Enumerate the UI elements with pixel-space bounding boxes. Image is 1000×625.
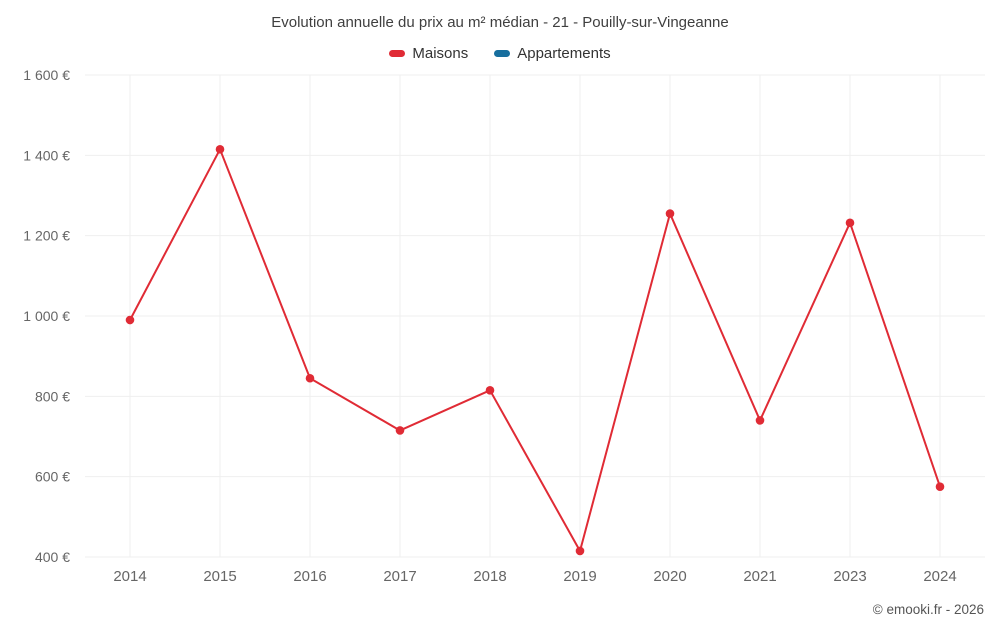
x-axis-tick-label: 2018 <box>473 568 506 585</box>
chart-title: Evolution annuelle du prix au m² médian … <box>271 14 729 31</box>
data-point-maisons[interactable] <box>755 416 765 425</box>
x-axis-tick-label: 2019 <box>563 568 596 585</box>
data-point-maisons[interactable] <box>575 546 585 556</box>
maisons-series-swatch-icon <box>389 50 406 57</box>
x-axis-tick-label: 2017 <box>383 568 416 585</box>
appartements-series-swatch-icon <box>494 50 511 57</box>
data-point-maisons[interactable] <box>125 315 135 325</box>
legend-item-maisons[interactable]: Maisons <box>389 45 468 62</box>
legend: Maisons Appartements <box>0 45 1000 62</box>
x-axis-tick-label: 2021 <box>743 568 776 585</box>
legend-label-maisons: Maisons <box>412 45 469 62</box>
y-axis-tick-label: 1 200 € <box>23 228 70 244</box>
x-axis-tick-label: 2014 <box>113 568 146 585</box>
legend-item-appartements[interactable]: Appartements <box>494 45 611 62</box>
copyright: © emooki.fr - 2026 <box>872 602 984 617</box>
x-axis-tick-label: 2023 <box>833 568 866 585</box>
legend-label-appartements: Appartements <box>517 45 611 62</box>
series-line-maisons <box>129 148 941 552</box>
data-point-maisons[interactable] <box>935 482 945 492</box>
y-axis-tick-label: 1 400 € <box>23 147 70 163</box>
x-axis-tick-label: 2016 <box>293 568 326 585</box>
data-point-maisons[interactable] <box>485 386 495 395</box>
y-axis-tick-label: 600 € <box>35 469 70 485</box>
x-axis-tick-label: 2024 <box>923 568 956 585</box>
data-point-maisons[interactable] <box>215 145 225 154</box>
data-point-maisons[interactable] <box>395 426 405 435</box>
data-point-maisons[interactable] <box>845 218 855 228</box>
y-axis-tick-label: 800 € <box>35 388 70 404</box>
data-point-maisons[interactable] <box>665 209 675 218</box>
x-axis-tick-label: 2020 <box>653 568 686 585</box>
x-axis-tick-label: 2015 <box>203 568 236 585</box>
y-axis-tick-label: 1 600 € <box>23 67 70 83</box>
y-axis-tick-label: 1 000 € <box>23 308 70 324</box>
data-point-maisons[interactable] <box>305 373 315 383</box>
y-axis-tick-label: 400 € <box>35 549 70 565</box>
